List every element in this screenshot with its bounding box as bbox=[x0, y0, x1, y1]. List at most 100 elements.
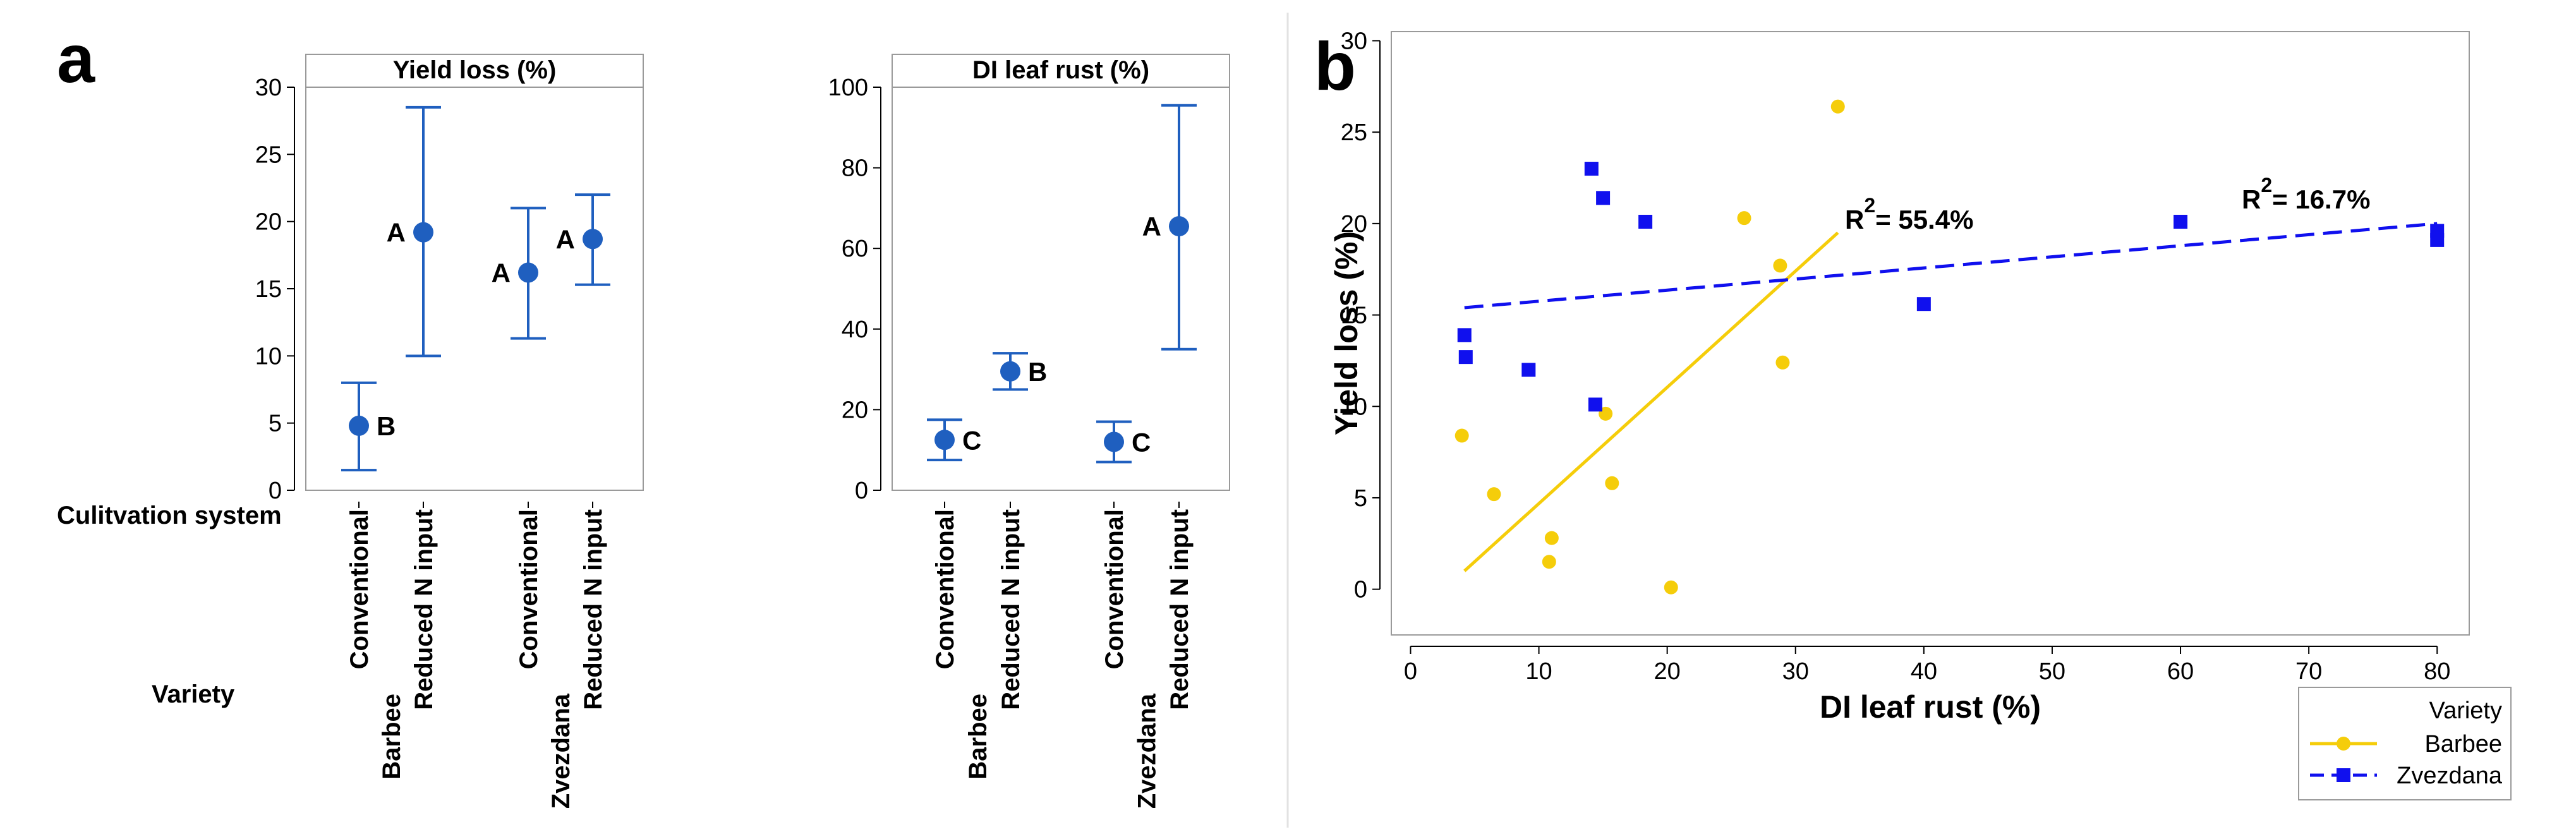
data-point bbox=[1773, 258, 1787, 273]
data-point bbox=[1664, 580, 1678, 595]
y-tick-label: 30 bbox=[1341, 28, 1367, 54]
x-tick-label: 30 bbox=[1782, 658, 1809, 685]
cultivation-system-label: Reduced N input bbox=[579, 509, 607, 710]
facet-title: DI leaf rust (%) bbox=[972, 56, 1149, 84]
mean-point bbox=[934, 430, 955, 450]
plot-frame bbox=[892, 87, 1230, 491]
y-tick-label: 10 bbox=[255, 343, 282, 370]
panel-b-label: b bbox=[1314, 28, 1356, 104]
cultivation-system-label: Conventional bbox=[346, 509, 373, 669]
interval-barbee-reduced-n: B bbox=[993, 352, 1047, 391]
data-point bbox=[1830, 99, 1845, 114]
significance-letter: C bbox=[1132, 427, 1151, 457]
scatter-regression-plot: 0 5 10 15 20 25 30 0 10 20 30 40 50 60 70 80 DI leaf rus… bbox=[1329, 28, 2512, 800]
x-tick-label: 70 bbox=[2295, 658, 2322, 685]
r-squared-annotation: R2= 55.4% bbox=[1845, 194, 1973, 234]
variety-label: Zvezdana bbox=[547, 693, 575, 809]
y-tick-label: 30 bbox=[255, 75, 282, 101]
y-tick-label: 0 bbox=[269, 478, 282, 504]
cultivation-system-label: Conventional bbox=[1101, 509, 1128, 669]
data-point bbox=[1605, 476, 1619, 490]
panel-a-label: a bbox=[57, 20, 95, 97]
series-barbee: R2= 55.4% bbox=[1454, 99, 1973, 595]
regression-line bbox=[1464, 222, 2438, 310]
legend-marker bbox=[2337, 737, 2350, 751]
legend: Variety Barbee Zvezdana bbox=[2298, 687, 2512, 800]
mean-point bbox=[583, 229, 603, 250]
y-tick-label: 15 bbox=[255, 276, 282, 303]
significance-letter: A bbox=[556, 224, 575, 254]
mean-point bbox=[413, 222, 433, 243]
y-tick-label: 10 bbox=[1341, 394, 1367, 420]
legend-title: Variety bbox=[2429, 697, 2502, 724]
di-leaf-rust-interval-plot: DI leaf rust (%) 0 20 40 60 80 100 C Conventiona… bbox=[828, 54, 1230, 809]
y-tick-label: 0 bbox=[855, 478, 868, 504]
y-tick-label: 20 bbox=[842, 397, 868, 423]
significance-letter: A bbox=[492, 258, 511, 287]
data-point bbox=[2430, 232, 2445, 247]
data-point bbox=[1457, 328, 1472, 342]
y-tick-label: 5 bbox=[1354, 485, 1367, 512]
series-zvezdana: R2= 16.7% bbox=[1457, 162, 2445, 412]
data-point bbox=[1458, 350, 1473, 365]
y-tick-label: 25 bbox=[255, 142, 282, 168]
r-squared-value: = 16.7% bbox=[2272, 184, 2370, 214]
interval-zvezdana-conventional: A bbox=[492, 207, 546, 340]
data-point bbox=[1638, 214, 1653, 229]
y-tick-label: 25 bbox=[1341, 119, 1367, 146]
mean-point bbox=[1000, 361, 1020, 382]
interval-barbee-conventional: C bbox=[927, 418, 981, 462]
mean-point bbox=[1104, 432, 1124, 452]
y-tick-label: 15 bbox=[1341, 303, 1367, 329]
x-tick-label: 10 bbox=[1525, 658, 1552, 685]
variety-label: Zvezdana bbox=[1134, 693, 1161, 809]
interval-zvezdana-reduced-n: A bbox=[556, 193, 610, 286]
data-point bbox=[1737, 211, 1751, 226]
interval-barbee-reduced-n: A bbox=[387, 106, 441, 358]
data-point bbox=[1487, 487, 1501, 502]
mean-point bbox=[1169, 216, 1189, 237]
data-point bbox=[1544, 531, 1559, 545]
data-point bbox=[1596, 191, 1611, 205]
y-tick-label: 0 bbox=[1354, 577, 1367, 603]
plot-frame bbox=[305, 87, 644, 491]
cultivation-system-label: Reduced N input bbox=[1166, 509, 1194, 710]
significance-letter: B bbox=[377, 411, 396, 441]
legend-marker bbox=[2337, 768, 2350, 782]
r-squared-superscript: 2 bbox=[2261, 174, 2272, 196]
legend-label: Zvezdana bbox=[2397, 763, 2503, 789]
cultivation-system-label: Conventional bbox=[931, 509, 959, 669]
y-tick-label: 80 bbox=[842, 155, 868, 182]
significance-letter: C bbox=[962, 425, 981, 455]
cultivation-system-label: Reduced N input bbox=[997, 509, 1025, 710]
interval-zvezdana-conventional: C bbox=[1096, 420, 1151, 464]
data-point bbox=[1542, 555, 1556, 569]
r-squared-annotation: R2= 16.7% bbox=[2242, 174, 2370, 214]
r-squared-superscript: 2 bbox=[1864, 194, 1875, 217]
regression-line bbox=[1463, 231, 1839, 572]
legend-label: Barbee bbox=[2424, 731, 2502, 758]
x-tick-label: 60 bbox=[2167, 658, 2194, 685]
significance-letter: A bbox=[387, 218, 406, 248]
r-squared-prefix: R bbox=[1845, 205, 1864, 234]
x-tick-label: 50 bbox=[2039, 658, 2065, 685]
data-point bbox=[1775, 355, 1790, 370]
x-axis-title: DI leaf rust (%) bbox=[1820, 689, 2041, 725]
x-tick-label: 40 bbox=[1911, 658, 1937, 685]
x-tick-label: 80 bbox=[2424, 658, 2450, 685]
facet-title-box bbox=[305, 54, 644, 88]
y-tick-label: 60 bbox=[842, 236, 868, 262]
y-tick-label: 100 bbox=[828, 75, 868, 101]
plot-frame bbox=[1391, 31, 2470, 636]
data-point bbox=[1916, 297, 1931, 311]
significance-letter: A bbox=[1142, 212, 1161, 241]
cultivation-system-label: Conventional bbox=[515, 509, 543, 669]
mean-point bbox=[518, 262, 538, 283]
y-tick-label: 20 bbox=[1341, 211, 1367, 238]
significance-letter: B bbox=[1028, 357, 1047, 387]
data-point bbox=[2174, 214, 2188, 229]
row-label-variety: Variety bbox=[152, 680, 235, 708]
variety-label: Barbee bbox=[378, 694, 406, 780]
x-tick-label: 0 bbox=[1404, 658, 1417, 685]
x-tick-label: 20 bbox=[1654, 658, 1681, 685]
